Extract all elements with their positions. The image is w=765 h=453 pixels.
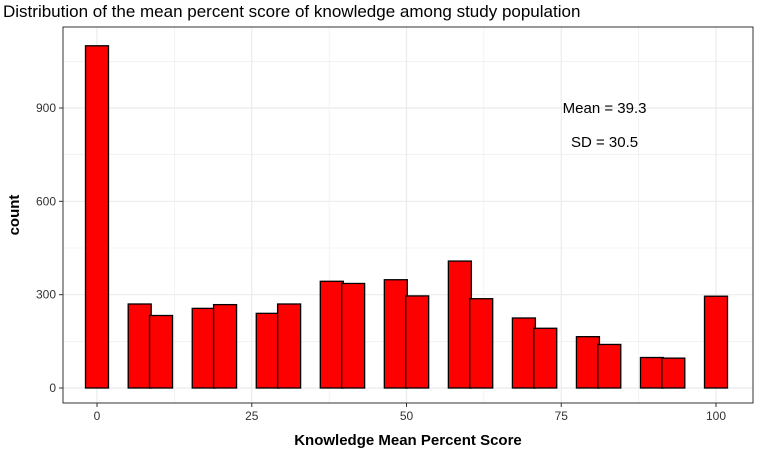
x-tick-label: 75 — [555, 409, 569, 423]
histogram-bar — [447, 260, 473, 389]
x-tick-label: 50 — [400, 409, 414, 423]
histogram-bar — [469, 298, 494, 389]
y-tick-label: 600 — [36, 194, 56, 208]
histogram-bar — [191, 307, 216, 389]
y-tick-label: 0 — [49, 381, 56, 395]
histogram-bar — [597, 343, 622, 389]
x-tick-label: 25 — [245, 409, 259, 423]
x-axis: 0 25 50 75 100 — [94, 403, 726, 423]
histogram-bar — [639, 356, 665, 389]
bars — [84, 45, 729, 389]
histogram-bar — [533, 327, 558, 389]
histogram-bar — [319, 280, 344, 389]
y-tick-label: 900 — [36, 101, 56, 115]
histogram-bar — [148, 314, 174, 389]
histogram-bar — [661, 357, 686, 389]
y-axis-title: count — [6, 195, 23, 236]
histogram-bar — [127, 303, 152, 389]
histogram-bar — [212, 303, 238, 389]
x-tick-label: 100 — [706, 409, 726, 423]
y-tick-label: 300 — [36, 288, 56, 302]
plot-panel-border — [62, 26, 754, 404]
y-axis: 0 300 600 900 — [36, 101, 63, 395]
histogram-bar — [383, 279, 408, 389]
histogram-bar — [405, 295, 430, 389]
stat-annotation: Mean = 39.3 — [563, 100, 647, 117]
histogram-bar — [703, 295, 729, 389]
histogram-bar — [276, 303, 302, 389]
chart-title: Distribution of the mean percent score o… — [3, 2, 580, 21]
histogram-bar — [255, 312, 280, 389]
x-tick-label: 0 — [94, 409, 101, 423]
histogram-bar — [575, 336, 601, 389]
histogram-bar — [340, 282, 366, 389]
annotations: Mean = 39.3 SD = 30.5 — [563, 100, 647, 151]
x-axis-title: Knowledge Mean Percent Score — [294, 432, 522, 449]
histogram-bar — [84, 45, 110, 389]
stat-annotation: SD = 30.5 — [571, 134, 638, 151]
histogram-bar — [511, 317, 537, 389]
